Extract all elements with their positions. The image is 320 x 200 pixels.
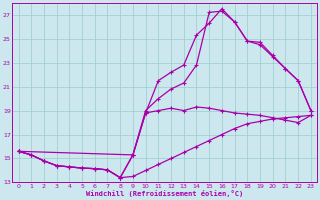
- X-axis label: Windchill (Refroidissement éolien,°C): Windchill (Refroidissement éolien,°C): [86, 190, 243, 197]
